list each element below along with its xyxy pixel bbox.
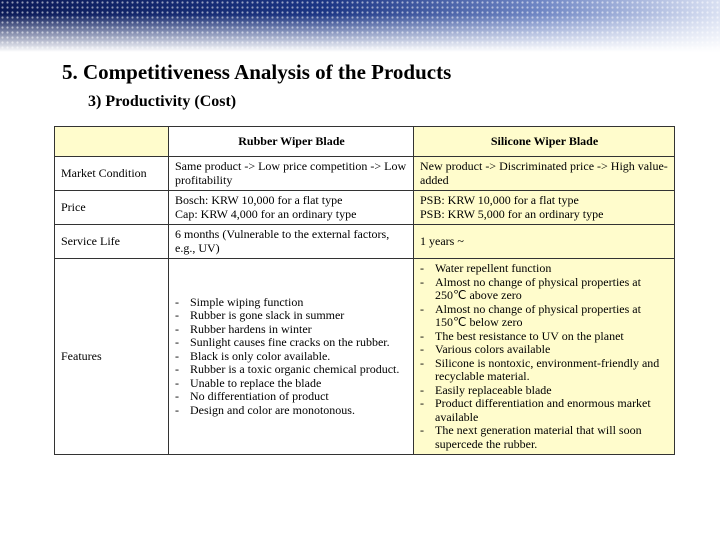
table-row: Market Condition Same product -> Low pri… [54, 156, 675, 191]
top-decorative-band [0, 0, 720, 52]
band-graphic [0, 0, 720, 52]
header-silicone: Silicone Wiper Blade [413, 126, 675, 157]
list-item: No differentiation of product [175, 390, 408, 404]
rubber-features: Simple wiping function Rubber is gone sl… [168, 258, 414, 455]
silicone-service-life: 1 years ~ [413, 224, 675, 259]
row-label-service-life: Service Life [54, 224, 169, 259]
silicone-features: Water repellent function Almost no chang… [413, 258, 675, 455]
rubber-service-life: 6 months (Vulnerable to the external fac… [168, 224, 414, 259]
list-item: Almost no change of physical properties … [420, 275, 669, 303]
table-row: Price Bosch: KRW 10,000 for a flat type … [54, 190, 675, 225]
slide-subtitle: 3) Productivity (Cost) [88, 93, 237, 110]
list-item: Unable to replace the blade [175, 376, 408, 391]
list-item: Silicone is nontoxic, environment-friend… [420, 356, 669, 384]
row-label-market-condition: Market Condition [54, 156, 169, 191]
table-row-features: Features Simple wiping function Rubber i… [54, 258, 675, 455]
list-item: Easily replaceable blade [420, 383, 669, 398]
list-item: Simple wiping function [175, 295, 408, 310]
list-item: Various colors available [420, 342, 669, 357]
row-label-features: Features [54, 258, 169, 455]
rubber-market-condition: Same product -> Low price competition ->… [168, 156, 414, 191]
silicone-market-condition: New product -> Discriminated price -> Hi… [413, 156, 675, 191]
list-item: Rubber is gone slack in summer [175, 309, 408, 323]
list-item: Product differentiation and enormous mar… [420, 396, 669, 424]
list-item: Rubber hardens in winter [175, 322, 408, 337]
list-item: Water repellent function [420, 261, 669, 276]
list-item: Design and color are monotonous. [175, 403, 408, 418]
table-row: Service Life 6 months (Vulnerable to the… [54, 224, 675, 259]
rubber-price: Bosch: KRW 10,000 for a flat type Cap: K… [168, 190, 414, 225]
list-item: Black is only color available. [175, 349, 408, 364]
header-empty-cell [54, 126, 169, 157]
row-label-price: Price [54, 190, 169, 225]
list-item: The next generation material that will s… [420, 423, 669, 451]
list-item: Almost no change of physical properties … [420, 302, 669, 330]
comparison-table: Rubber Wiper Blade Silicone Wiper Blade … [54, 126, 675, 455]
list-item: The best resistance to UV on the planet [420, 329, 669, 344]
rubber-features-list: Simple wiping function Rubber is gone sl… [175, 295, 408, 418]
table-header-row: Rubber Wiper Blade Silicone Wiper Blade [54, 126, 675, 157]
list-item: Sunlight causes fine cracks on the rubbe… [175, 336, 408, 350]
slide-title: 5. Competitiveness Analysis of the Produ… [62, 60, 452, 84]
silicone-price: PSB: KRW 10,000 for a flat type PSB: KRW… [413, 190, 675, 225]
list-item: Rubber is a toxic organic chemical produ… [175, 363, 408, 377]
silicone-features-list: Water repellent function Almost no chang… [420, 261, 669, 451]
header-rubber: Rubber Wiper Blade [168, 126, 414, 157]
